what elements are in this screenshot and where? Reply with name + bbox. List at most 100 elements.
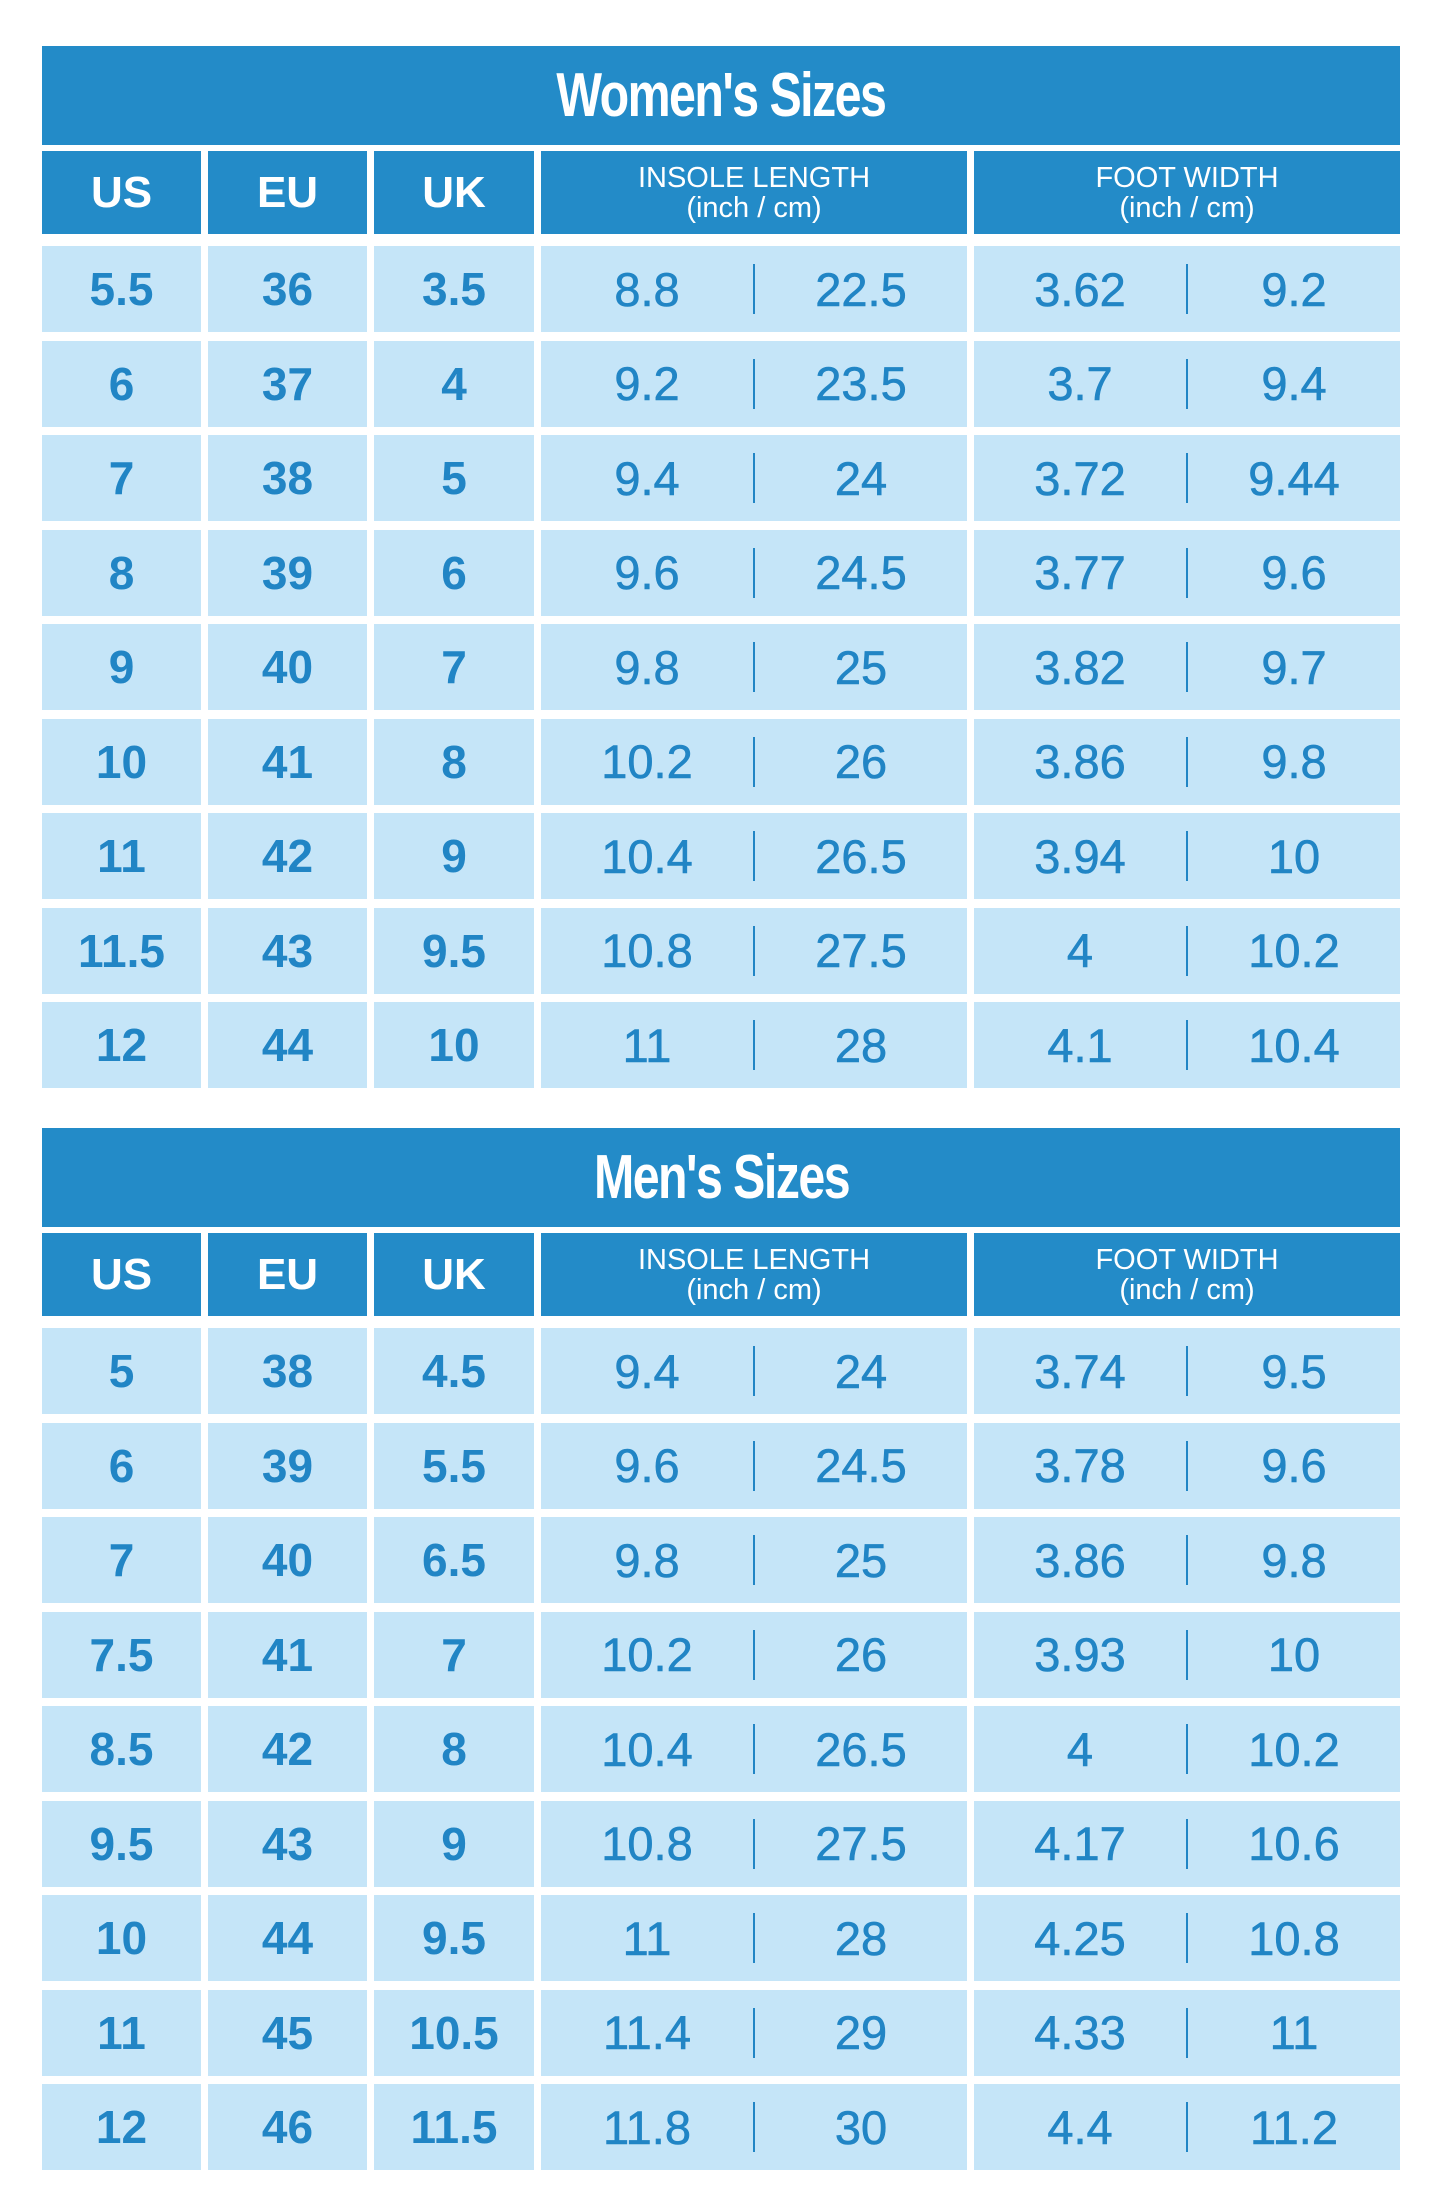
- insole-inch: 10.4: [601, 1722, 693, 1776]
- cell-us: 12: [42, 2084, 201, 2170]
- cell-us: 10: [42, 1895, 201, 1981]
- cell-insole-length: 9.6 24.5: [541, 1422, 967, 1509]
- divider: [1186, 453, 1188, 503]
- insole-inch: 10.4: [601, 829, 693, 883]
- table-row: 12 44 10 11 28 4.1 10.4: [42, 1002, 1400, 1088]
- cell-uk: 9: [374, 1800, 534, 1887]
- insole-inch: 9.4: [614, 451, 680, 505]
- header-unit: (inch / cm): [686, 191, 822, 224]
- width-cm: 10.2: [1248, 1722, 1340, 1776]
- header-insole-length: INSOLE LENGTH (inch / cm): [541, 151, 967, 234]
- cell-foot-width: 4.33 11: [974, 1989, 1400, 2076]
- width-inch: 3.77: [1034, 546, 1126, 600]
- cell-foot-width: 3.62 9.2: [974, 246, 1400, 332]
- cell-foot-width: 4.25 10.8: [974, 1895, 1400, 1981]
- insole-inch: 9.6: [614, 1439, 680, 1493]
- cell-eu: 42: [208, 813, 367, 899]
- cell-uk: 11.5: [374, 2084, 534, 2170]
- cell-foot-width: 4.1 10.4: [974, 1002, 1400, 1088]
- width-cm: 10: [1267, 829, 1321, 883]
- width-cm: 9.4: [1261, 357, 1327, 411]
- cell-uk: 9.5: [374, 1895, 534, 1981]
- cell-foot-width: 3.86 9.8: [974, 718, 1400, 805]
- cell-foot-width: 3.78 9.6: [974, 1422, 1400, 1509]
- cell-insole-length: 11.8 30: [541, 2084, 967, 2170]
- cell-us: 8.5: [42, 1706, 201, 1792]
- table-row: 9 40 7 9.8 25 3.82 9.7: [42, 624, 1400, 710]
- cell-insole-length: 9.6 24.5: [541, 529, 967, 616]
- cell-insole-length: 11.4 29: [541, 1989, 967, 2076]
- cell-us: 8: [42, 529, 201, 616]
- table-body: 5.5 36 3.5 8.8 22.5 3.62 9.2 6 37 4 9.2 23.5 3.7 9.4 7…: [42, 246, 1400, 1088]
- cell-insole-length: 9.8 25: [541, 1517, 967, 1603]
- divider: [753, 358, 755, 409]
- cell-us: 10: [42, 718, 201, 805]
- cell-eu: 38: [208, 435, 367, 521]
- width-cm: 9.8: [1261, 1533, 1327, 1587]
- cell-uk: 6.5: [374, 1517, 534, 1603]
- cell-us: 7: [42, 435, 201, 521]
- insole-inch: 11: [622, 1911, 672, 1965]
- insole-cm: 28: [834, 1911, 888, 1965]
- width-inch: 3.82: [1034, 640, 1126, 694]
- cell-foot-width: 4 10.2: [974, 1706, 1400, 1792]
- cell-uk: 3.5: [374, 246, 534, 332]
- divider: [1186, 1913, 1188, 1963]
- cell-eu: 39: [208, 1422, 367, 1509]
- width-inch: 3.94: [1034, 829, 1126, 883]
- cell-uk: 5.5: [374, 1422, 534, 1509]
- cell-eu: 39: [208, 529, 367, 616]
- insole-inch: 9.6: [614, 546, 680, 600]
- cell-us: 12: [42, 1002, 201, 1088]
- divider: [753, 1629, 755, 1680]
- insole-cm: 26.5: [815, 1722, 907, 1776]
- cell-us: 7: [42, 1517, 201, 1603]
- cell-foot-width: 3.7 9.4: [974, 340, 1400, 427]
- header-insole-length: INSOLE LENGTH (inch / cm): [541, 1233, 967, 1316]
- cell-foot-width: 4.4 11.2: [974, 2084, 1400, 2170]
- table-row: 7.5 41 7 10.2 26 3.93 10: [42, 1611, 1400, 1698]
- cell-insole-length: 8.8 22.5: [541, 246, 967, 332]
- width-inch: 3.86: [1034, 1533, 1126, 1587]
- insole-inch: 9.8: [614, 640, 680, 694]
- cell-eu: 40: [208, 624, 367, 710]
- width-inch: 4.17: [1034, 1817, 1126, 1871]
- cell-eu: 40: [208, 1517, 367, 1603]
- cell-us: 9.5: [42, 1800, 201, 1887]
- divider: [753, 925, 755, 976]
- width-cm: 9.6: [1261, 1439, 1327, 1493]
- title-text: Men's Sizes: [593, 1143, 850, 1212]
- cell-eu: 46: [208, 2084, 367, 2170]
- insole-inch: 9.2: [614, 357, 680, 411]
- insole-cm: 26: [834, 1628, 888, 1682]
- insole-inch: 10.2: [601, 735, 693, 789]
- divider: [1186, 264, 1188, 314]
- insole-cm: 25: [834, 640, 888, 694]
- table-row: 11 42 9 10.4 26.5 3.94 10: [42, 813, 1400, 899]
- table-row: 10 44 9.5 11 28 4.25 10.8: [42, 1895, 1400, 1981]
- divider: [1186, 1818, 1188, 1869]
- cell-foot-width: 3.77 9.6: [974, 529, 1400, 616]
- table-row: 6 37 4 9.2 23.5 3.7 9.4: [42, 340, 1400, 427]
- divider: [753, 1440, 755, 1491]
- header-label: FOOT WIDTH: [1095, 1243, 1279, 1276]
- insole-inch: 11: [622, 1018, 672, 1072]
- cell-uk: 8: [374, 718, 534, 805]
- cell-eu: 42: [208, 1706, 367, 1792]
- cell-foot-width: 3.82 9.7: [974, 624, 1400, 710]
- header-eu: EU: [208, 151, 367, 234]
- cell-us: 11.5: [42, 907, 201, 994]
- cell-eu: 45: [208, 1989, 367, 2076]
- divider: [753, 2102, 755, 2152]
- width-inch: 3.78: [1034, 1439, 1126, 1493]
- width-inch: 3.86: [1034, 735, 1126, 789]
- cell-eu: 44: [208, 1002, 367, 1088]
- insole-inch: 9.8: [614, 1533, 680, 1587]
- divider: [753, 1724, 755, 1774]
- width-cm: 9.8: [1261, 735, 1327, 789]
- insole-cm: 27.5: [815, 1817, 907, 1871]
- cell-foot-width: 3.93 10: [974, 1611, 1400, 1698]
- cell-insole-length: 10.8 27.5: [541, 907, 967, 994]
- divider: [1186, 2007, 1188, 2058]
- header-us: US: [42, 1233, 201, 1316]
